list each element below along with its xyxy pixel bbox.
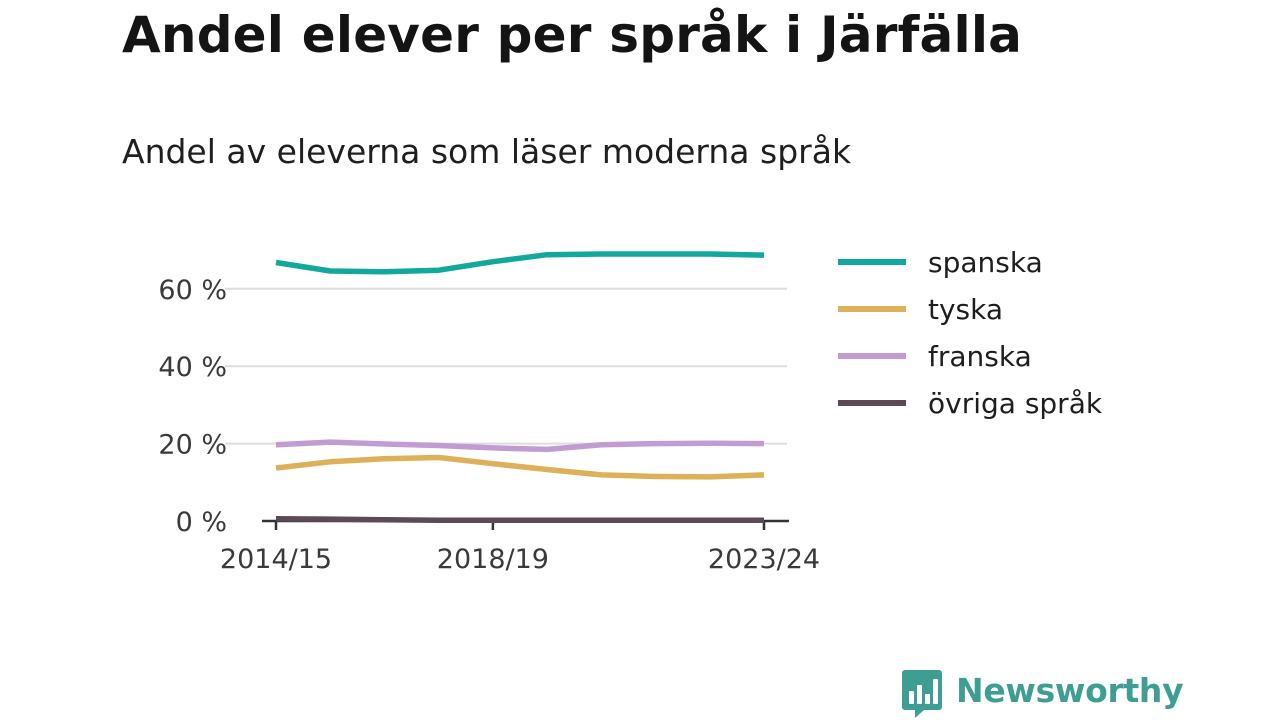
series-line-spanska [275,251,765,275]
chart-subtitle: Andel av eleverna som läser moderna språ… [122,132,852,171]
legend-label: franska [928,340,1032,373]
newsworthy-logo-icon [902,670,942,718]
newsworthy-brand: Newsworthy [902,670,1184,720]
legend-label: spanska [928,246,1043,279]
grid-lines [225,287,787,445]
series-lines [275,251,765,523]
x-tick-label: 2023/24 [708,544,820,575]
series-line-övriga-språk [275,515,764,523]
x-axis: 2014/15 2018/19 2023/24 [220,519,820,575]
x-tick-label: 2014/15 [220,544,332,575]
x-tick-label: 2018/19 [437,544,549,575]
y-axis-ticks: 0 % 20 % 40 % 60 % [158,275,227,538]
legend-label: övriga språk [928,387,1103,420]
brand-name: Newsworthy [956,671,1184,710]
y-tick-label: 40 % [158,352,227,383]
series-line-tyska [275,454,765,480]
legend-label: tyska [928,293,1003,326]
series-line-franska [275,439,765,453]
legend: spanska tyska franska övriga språk [838,246,1103,420]
y-tick-label: 20 % [158,430,227,461]
y-tick-label: 60 % [158,275,227,306]
chart-title: Andel elever per språk i Järfälla [122,6,1023,64]
y-tick-label: 0 % [176,507,227,538]
